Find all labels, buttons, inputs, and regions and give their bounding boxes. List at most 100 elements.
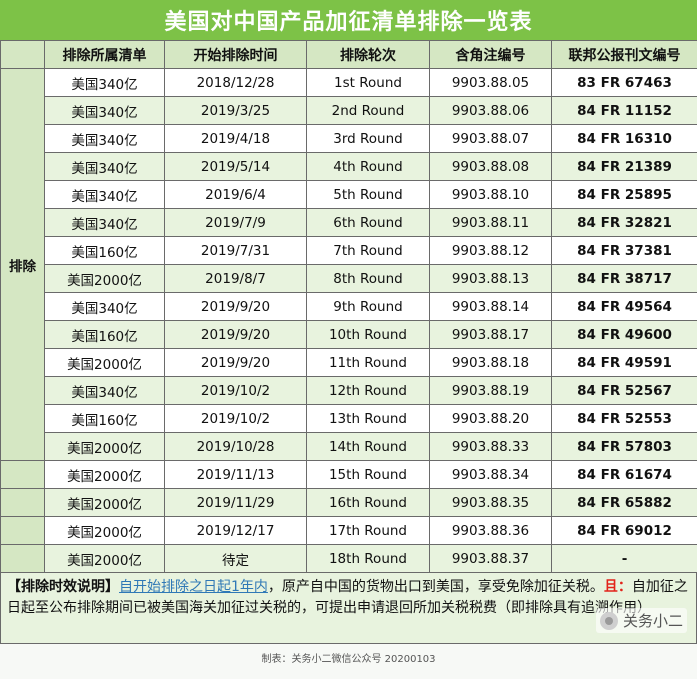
table-row: 美国340亿 2019/4/18 3rd Round 9903.88.07 84 FR … [1,124,697,153]
cell-code: 9903.88.10 [429,180,552,209]
table-row: 美国340亿 2019/5/14 4th Round 9903.88.08 84 FR … [1,152,697,181]
cell-round: 13th Round [306,404,430,433]
cell-date: 2019/3/25 [164,96,307,125]
table-row: 美国340亿 2019/6/4 5th Round 9903.88.10 84 FR 2… [1,180,697,209]
cell-round: 15th Round [306,460,430,489]
table-row: 美国340亿 2019/9/20 9th Round 9903.88.14 84 FR … [1,292,697,321]
cell-fr: 84 FR 25895 [551,180,697,209]
cell-round: 17th Round [306,516,430,545]
cell-date: 2019/7/9 [164,208,307,237]
validity-note: 【排除时效说明】自开始排除之日起1年内，原产自中国的货物出口到美国，享受免除加征… [0,573,697,644]
note-highlight: 自开始排除之日起1年内 [119,579,268,595]
cell-list: 美国340亿 [44,124,165,153]
table-row: 美国340亿 2019/10/2 12th Round 9903.88.19 84 FR… [1,376,697,405]
cell-code: 9903.88.33 [429,432,552,461]
cell-date: 2019/10/2 [164,376,307,405]
cell-date: 2019/8/7 [164,264,307,293]
cell-fr: 84 FR 49564 [551,292,697,321]
cell-round: 1st Round [306,68,430,97]
table-row: 美国2000亿 2019/11/29 16th Round 9903.88.35 84 … [0,488,697,517]
table-row: 美国160亿 2019/9/20 10th Round 9903.88.17 84 FR… [1,320,697,349]
cell-code: 9903.88.37 [429,544,552,573]
cell-list: 美国2000亿 [44,264,165,293]
cell-fr: 84 FR 52567 [551,376,697,405]
cell-round: 3rd Round [306,124,430,153]
cell-round: 10th Round [306,320,430,349]
cell-fr: 84 FR 49591 [551,348,697,377]
cell-code: 9903.88.06 [429,96,552,125]
cell-list: 美国340亿 [44,208,165,237]
cell-round: 7th Round [306,236,430,265]
cell-code: 9903.88.19 [429,376,552,405]
cell-round: 2nd Round [306,96,430,125]
cell-list: 美国160亿 [44,236,165,265]
cell-code: 9903.88.34 [429,460,552,489]
cell-fr: 84 FR 11152 [551,96,697,125]
note-red: 且： [603,579,632,595]
table-row: 美国2000亿 2019/9/20 11th Round 9903.88.18 84 F… [1,348,697,377]
note-label: 【排除时效说明】 [7,579,119,595]
cell-code: 9903.88.11 [429,208,552,237]
page-title: 美国对中国产品加征清单排除一览表 [0,0,697,40]
cell-fr: 84 FR 32821 [551,208,697,237]
side-cell [0,544,45,573]
side-cell [0,460,45,489]
cell-code: 9903.88.36 [429,516,552,545]
table-row: 美国340亿 2019/3/25 2nd Round 9903.88.06 84 FR … [1,96,697,125]
cell-code: 9903.88.18 [429,348,552,377]
cell-round: 8th Round [306,264,430,293]
cell-fr: 84 FR 57803 [551,432,697,461]
cell-round: 12th Round [306,376,430,405]
exclusion-side-label: 排除 [0,68,45,461]
wechat-account-icon [599,611,618,630]
cell-fr: 84 FR 65882 [551,488,697,517]
cell-round: 4th Round [306,152,430,181]
cell-fr: 84 FR 21389 [551,152,697,181]
cell-round: 9th Round [306,292,430,321]
footer-credit: 制表：关务小二微信公众号 20200103 [261,654,436,665]
cell-code: 9903.88.35 [429,488,552,517]
note-text-2: 自加征之日起至公布排除期间已被美国海关加征过关税的，可提出申请退回所加关税税费（… [7,579,688,616]
table-header-row: 排除所属清单 开始排除时间 排除轮次 含角注编号 联邦公报刊文编号 [0,40,697,69]
cell-list: 美国160亿 [44,404,165,433]
cell-list: 美国340亿 [44,152,165,181]
cell-date: 2019/5/14 [164,152,307,181]
cell-code: 9903.88.14 [429,292,552,321]
cell-code: 9903.88.17 [429,320,552,349]
cell-fr: 84 FR 49600 [551,320,697,349]
header-list: 排除所属清单 [44,40,165,69]
cell-round: 16th Round [306,488,430,517]
header-date: 开始排除时间 [164,40,307,69]
cell-list: 美国2000亿 [44,348,165,377]
cell-fr: 83 FR 67463 [551,68,697,97]
cell-fr: 84 FR 37381 [551,236,697,265]
cell-round: 14th Round [306,432,430,461]
cell-fr: 84 FR 16310 [551,124,697,153]
cell-date: 2019/12/17 [164,516,307,545]
cell-fr: 84 FR 61674 [551,460,697,489]
table-row: 美国2000亿 2019/12/17 17th Round 9903.88.36 84 … [0,516,697,545]
cell-fr: 84 FR 52553 [551,404,697,433]
cell-code: 9903.88.08 [429,152,552,181]
cell-date: 2019/7/31 [164,236,307,265]
cell-date: 2019/10/2 [164,404,307,433]
cell-code: 9903.88.13 [429,264,552,293]
cell-date: 2019/11/13 [164,460,307,489]
cell-list: 美国340亿 [44,96,165,125]
watermark: 关务小二 [595,608,687,633]
cell-date: 待定 [164,544,307,573]
cell-fr: 84 FR 38717 [551,264,697,293]
cell-fr: 84 FR 69012 [551,516,697,545]
header-code: 含角注编号 [429,40,552,69]
table-row: 美国2000亿 2019/8/7 8th Round 9903.88.13 84 FR … [1,264,697,293]
side-cell [0,488,45,517]
cell-list: 美国340亿 [44,180,165,209]
header-fr: 联邦公报刊文编号 [551,40,697,69]
table-row: 美国2000亿 待定 18th Round 9903.88.37- [0,544,697,573]
cell-round: 18th Round [306,544,430,573]
table-row: 美国160亿 2019/7/31 7th Round 9903.88.12 84 FR … [1,236,697,265]
cell-round: 5th Round [306,180,430,209]
cell-list: 美国340亿 [44,376,165,405]
cell-list: 美国2000亿 [44,460,165,489]
